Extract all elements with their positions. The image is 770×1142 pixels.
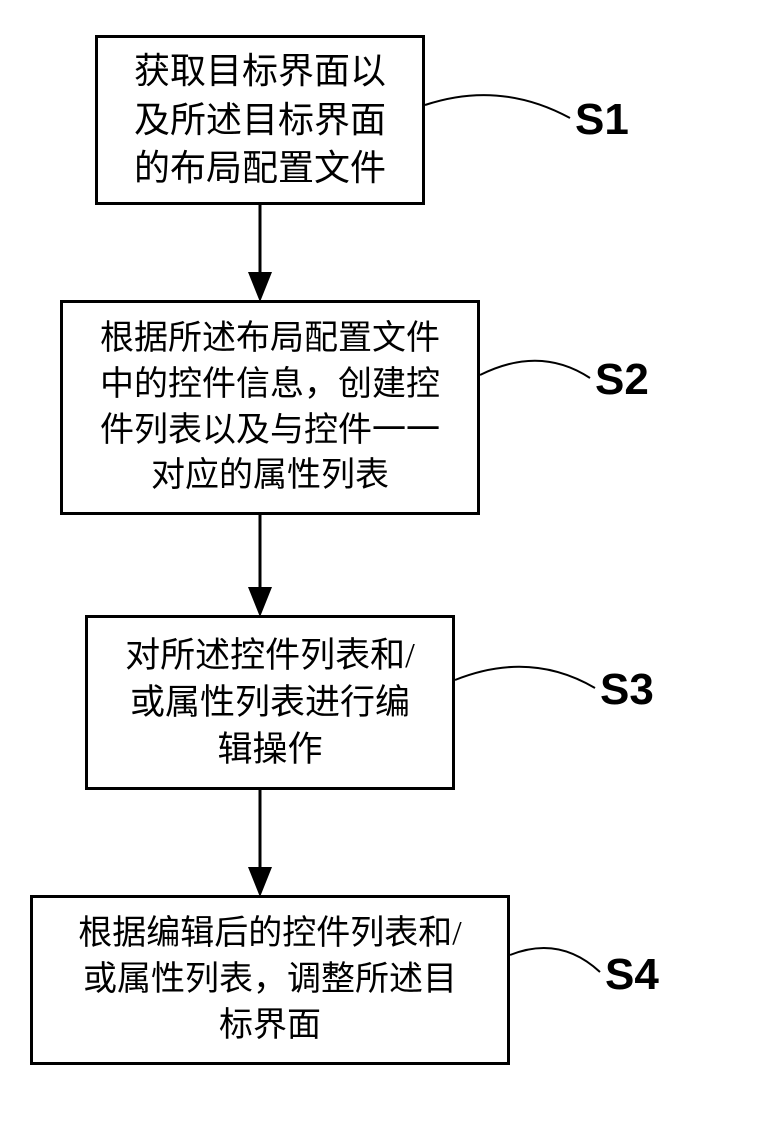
flow-node-s2: 根据所述布局配置文件 中的控件信息，创建控 件列表以及与控件一一 对应的属性列表 (60, 300, 480, 515)
flow-node-s2-text: 根据所述布局配置文件 中的控件信息，创建控 件列表以及与控件一一 对应的属性列表 (100, 316, 440, 500)
flow-node-s3-text: 对所述控件列表和/ 或属性列表进行编 辑操作 (125, 632, 415, 774)
label-connectors (425, 95, 600, 972)
step-label-s2: S2 (595, 355, 649, 405)
connector-l4 (510, 948, 600, 972)
step-label-s3: S3 (600, 665, 654, 715)
flow-node-s1-text: 获取目标界面以 及所述目标界面 的布局配置文件 (134, 47, 386, 193)
flow-node-s3: 对所述控件列表和/ 或属性列表进行编 辑操作 (85, 615, 455, 790)
connector-l3 (455, 667, 595, 688)
connector-l1 (425, 95, 570, 118)
step-label-s4: S4 (605, 950, 659, 1000)
flow-node-s1: 获取目标界面以 及所述目标界面 的布局配置文件 (95, 35, 425, 205)
connector-l2 (480, 361, 590, 378)
flow-node-s4: 根据编辑后的控件列表和/ 或属性列表，调整所述目 标界面 (30, 895, 510, 1065)
flow-node-s4-text: 根据编辑后的控件列表和/ 或属性列表，调整所述目 标界面 (78, 911, 461, 1049)
step-label-s1: S1 (575, 95, 629, 145)
